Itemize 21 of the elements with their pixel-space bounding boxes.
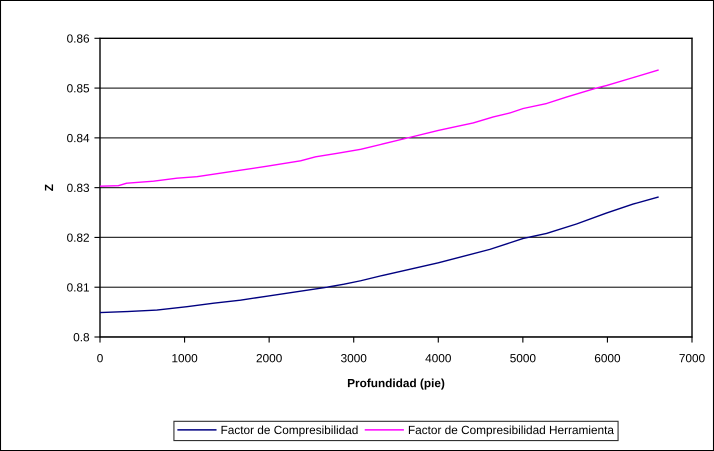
- y-tick-label: 0.8: [74, 333, 90, 342]
- x-tick-label: 4000: [425, 354, 451, 362]
- x-tick-label: 6000: [594, 354, 620, 362]
- legend-label: Factor de Compresibilidad Herramienta: [408, 425, 614, 436]
- line-series: [100, 196, 659, 314]
- legend-label: Factor de Compresibilidad: [222, 425, 358, 436]
- y-tick-label: 0.85: [67, 84, 90, 92]
- x-tick-label: 0: [97, 354, 103, 362]
- y-tick-label: 0.83: [67, 184, 90, 192]
- y-tick-label: 0.86: [67, 34, 90, 43]
- y-tick-label: 0.81: [67, 283, 90, 292]
- x-tick-label: 2000: [256, 354, 282, 362]
- y-tick-label: 0.82: [67, 233, 89, 242]
- y-axis-title: Z: [44, 184, 54, 191]
- x-axis-title: Profundidad (pie): [348, 378, 444, 390]
- x-tick-label: 5000: [510, 354, 536, 362]
- x-tick-label: 3000: [341, 354, 366, 362]
- line-series: [100, 69, 659, 187]
- x-tick-label: 7000: [679, 354, 705, 362]
- x-tick-label: 1000: [172, 354, 198, 362]
- y-tick-label: 0.84: [67, 134, 90, 142]
